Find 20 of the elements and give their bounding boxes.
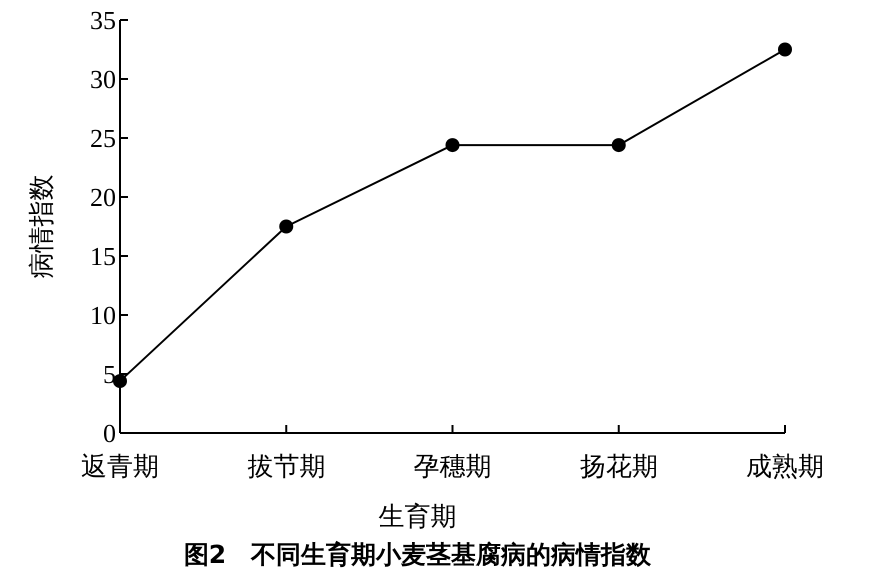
y-tick-label: 10 <box>90 301 116 330</box>
y-tick-label: 35 <box>90 6 116 36</box>
y-tick-label: 15 <box>90 242 116 272</box>
x-axis-title: 生育期 <box>378 502 456 531</box>
point <box>612 138 626 152</box>
x-tick-label: 拔节期 <box>247 452 326 481</box>
point <box>279 220 294 234</box>
x-tick-label: 孕穗期 <box>414 452 492 481</box>
point <box>778 42 792 56</box>
y-tick-label: 25 <box>90 124 116 154</box>
x-tick-label: 扬花期 <box>580 452 658 481</box>
x-tick-label: 成熟期 <box>746 452 824 481</box>
point <box>113 374 127 388</box>
x-tick-label: 返青期 <box>81 452 159 481</box>
y-tick-label: 30 <box>90 65 116 94</box>
text: 图2 不同生育期小麦茎基腐病的病情指数 <box>184 540 652 569</box>
y-axis-title: 病情指数 <box>27 174 56 278</box>
y-tick-label: 0 <box>103 419 116 448</box>
point <box>446 138 460 152</box>
y-tick-label: 20 <box>90 183 116 212</box>
